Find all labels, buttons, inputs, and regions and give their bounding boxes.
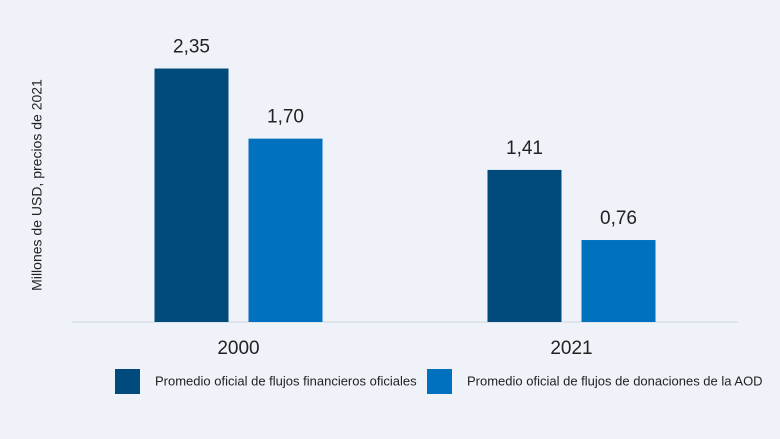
legend-swatch bbox=[427, 369, 452, 394]
y-axis-label: Millones de USD, precios de 2021 bbox=[29, 79, 45, 291]
legend-label: Promedio oficial de flujos de donaciones… bbox=[467, 373, 763, 388]
bar bbox=[248, 138, 323, 322]
bar bbox=[487, 169, 562, 322]
bar bbox=[581, 240, 656, 322]
x-tick-label: 2000 bbox=[217, 338, 259, 359]
value-label: 0,76 bbox=[600, 208, 637, 229]
value-label: 2,35 bbox=[173, 37, 210, 58]
x-tick-label: 2021 bbox=[550, 338, 592, 359]
value-label: 1,70 bbox=[267, 107, 304, 128]
bar bbox=[154, 68, 229, 323]
legend-label: Promedio oficial de flujos financieros o… bbox=[155, 373, 417, 388]
value-label: 1,41 bbox=[506, 138, 543, 159]
legend-swatch bbox=[115, 369, 140, 394]
